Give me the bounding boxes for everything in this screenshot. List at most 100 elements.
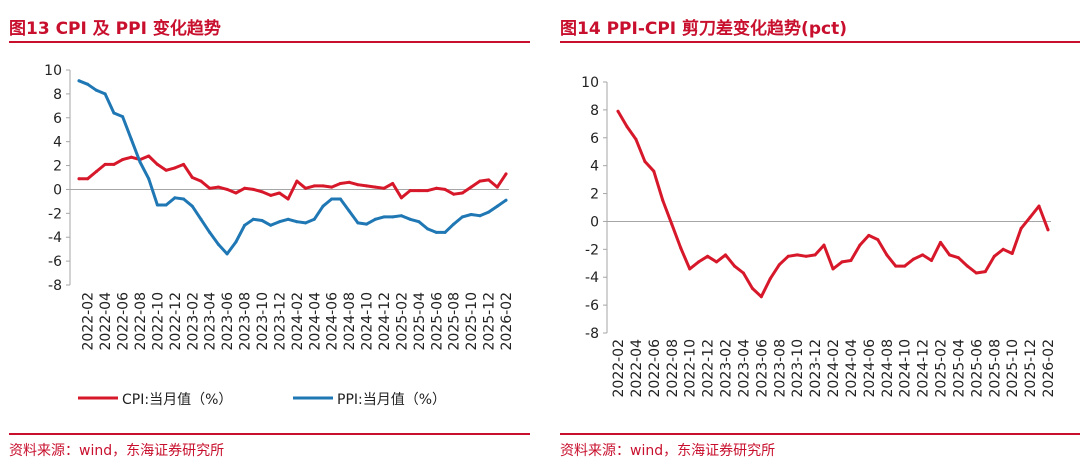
data-point bbox=[697, 260, 701, 264]
data-point bbox=[147, 154, 151, 158]
x-tick-label: 2022-12 bbox=[701, 339, 717, 398]
x-tick-label: 2022-04 bbox=[629, 339, 645, 398]
data-point bbox=[652, 169, 656, 173]
data-point bbox=[129, 137, 133, 141]
x-tick-label: 2023-08 bbox=[238, 292, 254, 351]
x-tick-label: 2023-10 bbox=[255, 292, 271, 351]
x-tick-label: 2022-08 bbox=[665, 339, 681, 398]
data-point bbox=[724, 253, 727, 257]
data-point bbox=[216, 242, 220, 246]
x-tick-label: 2024-08 bbox=[342, 292, 358, 351]
data-point bbox=[112, 111, 116, 115]
data-point bbox=[688, 267, 692, 271]
data-point bbox=[347, 209, 351, 213]
data-point bbox=[182, 162, 186, 166]
data-point bbox=[876, 238, 880, 242]
data-point bbox=[495, 185, 499, 189]
data-point bbox=[312, 217, 316, 221]
x-tick-label: 2022-04 bbox=[98, 292, 114, 351]
data-point bbox=[434, 230, 438, 234]
data-point bbox=[983, 270, 987, 274]
data-point bbox=[930, 259, 933, 262]
data-point bbox=[304, 221, 308, 225]
data-point bbox=[706, 254, 710, 258]
data-point bbox=[452, 192, 456, 196]
data-point bbox=[138, 160, 142, 164]
y-tick-label: 10 bbox=[44, 63, 62, 79]
source-rule bbox=[9, 433, 530, 435]
data-point bbox=[321, 204, 325, 208]
figure-14-source: 资料来源：wind，东海证券研究所 bbox=[560, 443, 776, 459]
data-point bbox=[173, 196, 177, 200]
y-tick-label: -4 bbox=[585, 270, 599, 286]
y-tick-label: 2 bbox=[53, 159, 62, 175]
data-point bbox=[94, 170, 98, 173]
data-point bbox=[103, 92, 107, 96]
data-point bbox=[867, 233, 871, 237]
x-tick-label: 2026-02 bbox=[1041, 339, 1057, 398]
y-tick-label: 0 bbox=[53, 182, 62, 198]
figure-13-title: 图13 CPI 及 PPI 变化趋势 bbox=[9, 19, 221, 39]
x-tick-label: 2024-02 bbox=[826, 339, 842, 398]
series-line-1 bbox=[77, 154, 508, 201]
figure-13-panel: 图13 CPI 及 PPI 变化趋势 -8 -6 -4 -2 0 2 4 6 8 10 2022-0… bbox=[0, 0, 530, 472]
x-tick-label: 2023-06 bbox=[754, 339, 770, 398]
data-point bbox=[269, 223, 273, 227]
data-point bbox=[965, 264, 969, 268]
y-tick-label: 4 bbox=[53, 135, 62, 151]
data-point bbox=[365, 222, 369, 226]
data-point bbox=[234, 240, 238, 244]
data-point bbox=[786, 254, 790, 258]
data-point bbox=[129, 155, 133, 159]
data-point bbox=[426, 189, 430, 193]
data-point bbox=[1010, 252, 1014, 255]
data-point bbox=[391, 182, 395, 185]
data-point bbox=[356, 183, 360, 187]
data-point bbox=[173, 166, 177, 170]
y-tick-label: -2 bbox=[48, 206, 62, 222]
data-point bbox=[304, 186, 308, 190]
data-point bbox=[460, 215, 464, 219]
data-point bbox=[234, 191, 238, 195]
data-point bbox=[77, 177, 81, 181]
x-tick-label: 2022-08 bbox=[133, 292, 149, 351]
data-point bbox=[373, 217, 377, 221]
x-tick-label: 2025-10 bbox=[464, 292, 480, 351]
data-point bbox=[356, 221, 360, 225]
x-tick-label: 2022-12 bbox=[168, 292, 184, 351]
data-point bbox=[1037, 204, 1041, 208]
source-rule bbox=[560, 433, 1080, 435]
data-point bbox=[849, 259, 853, 262]
data-point bbox=[858, 243, 862, 247]
x-tick-label: 2023-10 bbox=[790, 339, 806, 398]
data-point bbox=[434, 186, 438, 190]
data-point bbox=[750, 286, 754, 290]
y-tick-label: -8 bbox=[48, 278, 62, 294]
y-tick-label: -8 bbox=[585, 326, 599, 342]
y-tick-label: 6 bbox=[590, 131, 599, 147]
x-tick-label: 2025-04 bbox=[951, 339, 967, 398]
data-point bbox=[443, 187, 447, 191]
data-point bbox=[199, 179, 203, 183]
data-point bbox=[885, 253, 889, 257]
data-point bbox=[443, 230, 447, 234]
x-tick-label: 2025-04 bbox=[412, 292, 428, 351]
data-point bbox=[469, 185, 473, 189]
data-point bbox=[121, 158, 125, 162]
data-point bbox=[670, 222, 674, 226]
x-tick-label: 2024-10 bbox=[898, 339, 914, 398]
x-tick-label: 2022-06 bbox=[116, 292, 132, 351]
x-tick-label: 2024-08 bbox=[880, 339, 896, 398]
data-point bbox=[321, 184, 325, 188]
x-tick-label: 2022-06 bbox=[647, 339, 663, 398]
data-point bbox=[94, 88, 98, 92]
x-tick-label: 2022-02 bbox=[611, 339, 627, 398]
data-point bbox=[147, 177, 151, 181]
x-tick-label: 2025-08 bbox=[447, 292, 463, 351]
data-point bbox=[822, 243, 826, 247]
data-point bbox=[121, 115, 125, 119]
figure-14-title: 图14 PPI-CPI 剪刀差变化趋势(pct) bbox=[560, 19, 847, 39]
data-point bbox=[1028, 215, 1032, 219]
x-tick-label: 2025-02 bbox=[394, 292, 410, 351]
